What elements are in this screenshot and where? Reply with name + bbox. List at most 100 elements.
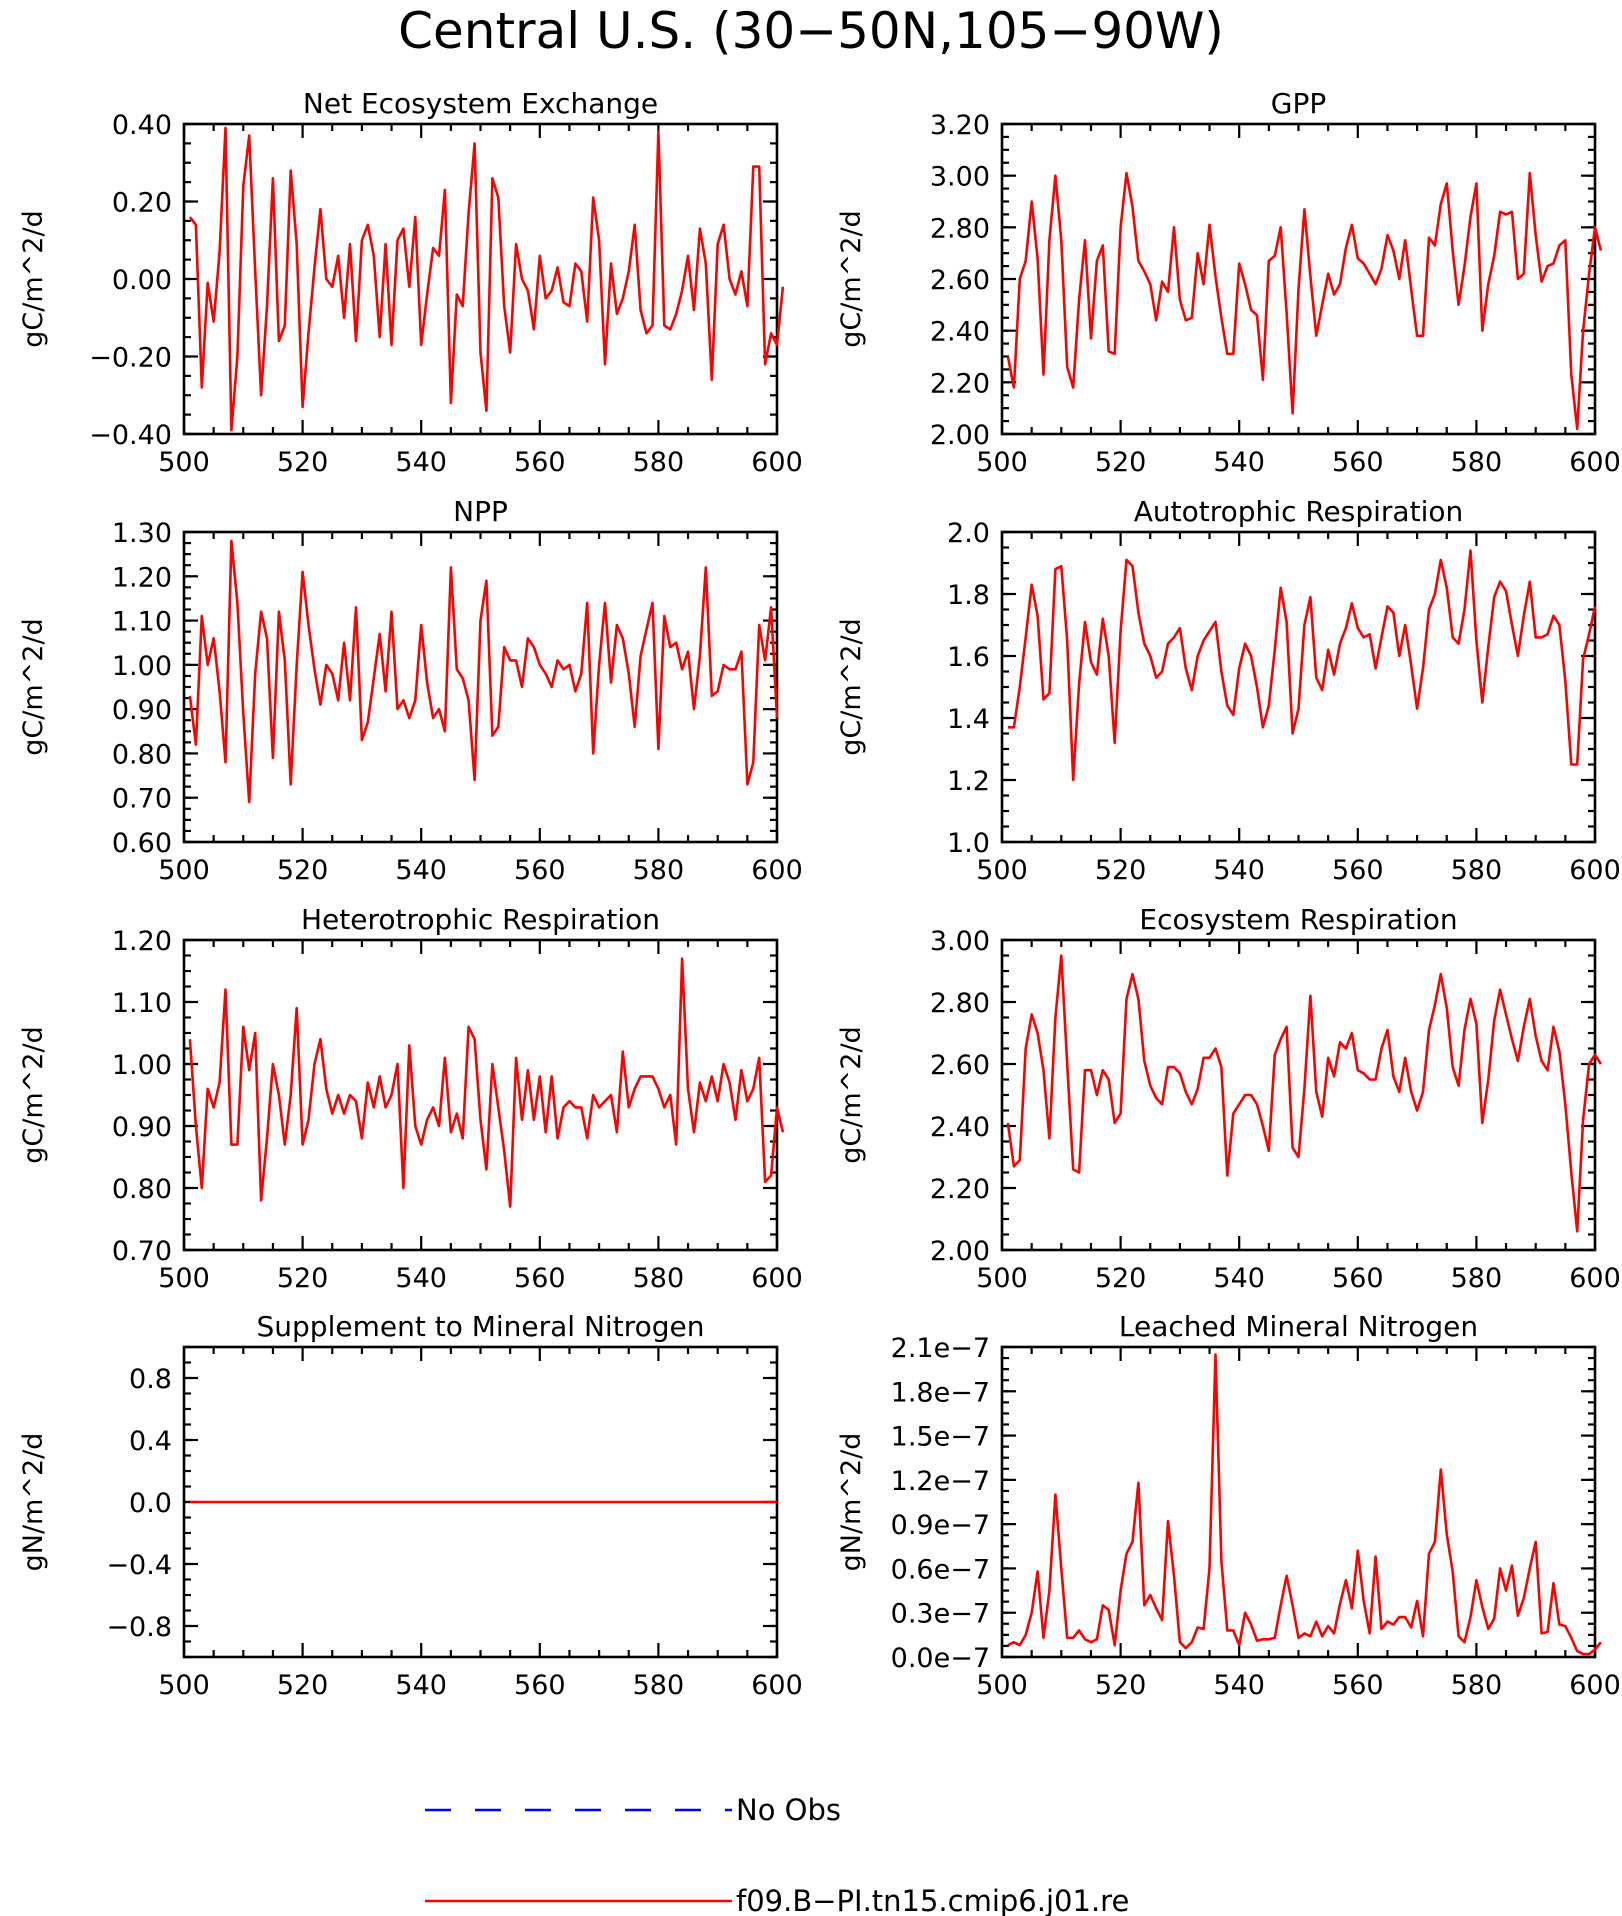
y-tick-label: 0.0e−7 xyxy=(891,1643,990,1674)
x-tick-label: 560 xyxy=(514,1670,566,1701)
x-tick-label: 540 xyxy=(395,447,447,478)
y-tick-label: 2.20 xyxy=(930,368,990,399)
y-tick-label: −0.20 xyxy=(89,343,172,374)
y-tick-label: 2.60 xyxy=(930,265,990,296)
y-tick-label: 2.40 xyxy=(930,1112,990,1143)
y-tick-label: 1.20 xyxy=(112,926,172,957)
y-tick-label: −0.4 xyxy=(106,1550,172,1581)
series-line xyxy=(1006,954,1602,1233)
x-tick-label: 500 xyxy=(158,855,210,886)
y-tick-label: 1.8 xyxy=(947,580,990,611)
x-tick-label: 520 xyxy=(277,855,329,886)
x-tick-label: 500 xyxy=(976,447,1028,478)
y-tick-label: 0.90 xyxy=(112,695,172,726)
plot-frame xyxy=(1000,938,1597,1252)
x-tick-label: 540 xyxy=(1213,1263,1265,1294)
panel-title: Ecosystem Respiration xyxy=(1139,903,1457,936)
panel-5: Heterotrophic Respiration 500 520 540 560 580… xyxy=(18,903,803,1294)
y-tick-label: 0.3e−7 xyxy=(891,1599,990,1630)
x-tick-label: 560 xyxy=(514,447,566,478)
panel-2: GPP 500 520 540 560 580 600 2.00 2.20 2.40 2.60 2.8… xyxy=(836,87,1621,478)
y-tick-label: 1.5e−7 xyxy=(891,1422,990,1453)
y-tick-label: 2.0 xyxy=(947,518,990,549)
x-tick-label: 540 xyxy=(395,855,447,886)
y-tick-label: −0.8 xyxy=(106,1612,172,1643)
x-tick-label: 600 xyxy=(1569,1670,1621,1701)
legend-model-label: f09.B−PI.tn15.cmip6.j01.re xyxy=(736,1884,1129,1916)
legend: No Obs f09.B−PI.tn15.cmip6.j01.re xyxy=(425,1793,1129,1916)
y-tick-label: 1.30 xyxy=(112,518,172,549)
panel-title: GPP xyxy=(1271,87,1326,120)
y-tick-label: 1.4 xyxy=(947,704,990,735)
y-axis-label: gC/m^2/d xyxy=(836,210,867,347)
panel-8: Leached Mineral Nitrogen 500 520 540 560 580 6… xyxy=(836,1310,1621,1701)
panel-title: NPP xyxy=(453,495,508,528)
y-tick-label: 1.0 xyxy=(947,828,990,859)
y-tick-label: 0.9e−7 xyxy=(891,1510,990,1541)
y-tick-label: 0.00 xyxy=(112,265,172,296)
y-tick-label: 0.40 xyxy=(112,110,172,141)
x-tick-label: 520 xyxy=(1095,855,1147,886)
y-tick-label: 1.00 xyxy=(112,651,172,682)
series-line xyxy=(1007,549,1597,782)
x-tick-label: 580 xyxy=(633,1670,685,1701)
x-tick-label: 540 xyxy=(395,1670,447,1701)
x-tick-label: 540 xyxy=(1213,447,1265,478)
y-tick-label: 0.80 xyxy=(112,739,172,770)
y-tick-label: 2.80 xyxy=(930,988,990,1019)
series-line xyxy=(188,957,785,1208)
y-tick-label: 1.20 xyxy=(112,562,172,593)
y-axis-label: gC/m^2/d xyxy=(18,618,49,755)
y-tick-label: 3.00 xyxy=(930,162,990,193)
series-line xyxy=(188,126,785,432)
x-tick-label: 600 xyxy=(1569,855,1621,886)
y-axis-label: gC/m^2/d xyxy=(836,618,867,755)
legend-obs-label: No Obs xyxy=(736,1793,841,1827)
x-tick-label: 500 xyxy=(158,1670,210,1701)
figure-title: Central U.S. (30−50N,105−90W) xyxy=(398,2,1224,60)
x-tick-label: 520 xyxy=(1095,447,1147,478)
panel-title: Supplement to Mineral Nitrogen xyxy=(257,1310,705,1343)
y-axis-label: gC/m^2/d xyxy=(836,1026,867,1163)
y-tick-label: 2.20 xyxy=(930,1174,990,1205)
x-tick-label: 500 xyxy=(976,855,1028,886)
x-tick-label: 500 xyxy=(976,1263,1028,1294)
y-tick-label: 0.20 xyxy=(112,188,172,219)
panel-title: Leached Mineral Nitrogen xyxy=(1119,1310,1478,1343)
x-tick-label: 500 xyxy=(158,447,210,478)
y-tick-label: −0.40 xyxy=(89,420,172,451)
x-tick-label: 580 xyxy=(1451,1670,1503,1701)
y-axis-label: gN/m^2/d xyxy=(836,1433,867,1572)
y-tick-label: 2.80 xyxy=(930,213,990,244)
y-tick-label: 0.70 xyxy=(112,784,172,815)
x-tick-label: 600 xyxy=(1569,1263,1621,1294)
y-tick-label: 0.4 xyxy=(129,1426,172,1457)
y-tick-label: 2.60 xyxy=(930,1050,990,1081)
y-tick-label: 0.80 xyxy=(112,1174,172,1205)
series-line xyxy=(1006,171,1603,431)
series-line xyxy=(188,539,779,804)
x-tick-label: 520 xyxy=(1095,1263,1147,1294)
x-tick-label: 560 xyxy=(514,1263,566,1294)
x-tick-label: 580 xyxy=(633,855,685,886)
panel-title: Heterotrophic Respiration xyxy=(301,903,660,936)
x-tick-label: 580 xyxy=(1451,447,1503,478)
plot-frame xyxy=(1000,1345,1597,1659)
y-tick-label: 1.10 xyxy=(112,988,172,1019)
y-tick-label: 1.6 xyxy=(947,642,990,673)
y-tick-label: 1.2 xyxy=(947,766,990,797)
x-tick-label: 600 xyxy=(751,447,803,478)
series-line xyxy=(1007,1353,1602,1656)
y-tick-label: 2.00 xyxy=(930,420,990,451)
x-tick-label: 500 xyxy=(976,1670,1028,1701)
x-tick-label: 500 xyxy=(158,1263,210,1294)
y-tick-label: 1.00 xyxy=(112,1050,172,1081)
y-tick-label: 0.60 xyxy=(112,828,172,859)
x-tick-label: 600 xyxy=(1569,447,1621,478)
panel-title: Net Ecosystem Exchange xyxy=(303,87,658,120)
y-tick-label: 1.2e−7 xyxy=(891,1466,990,1497)
y-tick-label: 1.8e−7 xyxy=(891,1377,990,1408)
plot-frame xyxy=(1000,530,1597,844)
x-tick-label: 540 xyxy=(1213,1670,1265,1701)
y-tick-label: 2.00 xyxy=(930,1236,990,1267)
